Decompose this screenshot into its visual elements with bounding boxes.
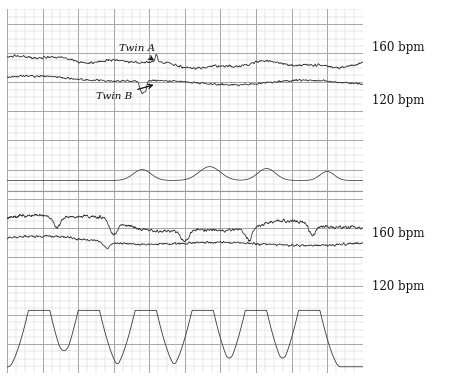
Text: 160 bpm: 160 bpm [372, 41, 425, 54]
Text: Twin A: Twin A [119, 44, 155, 60]
Text: 120 bpm: 120 bpm [372, 280, 424, 293]
Text: Twin B: Twin B [96, 85, 153, 100]
Text: 120 bpm: 120 bpm [372, 94, 424, 107]
Text: 160 bpm: 160 bpm [372, 227, 425, 240]
